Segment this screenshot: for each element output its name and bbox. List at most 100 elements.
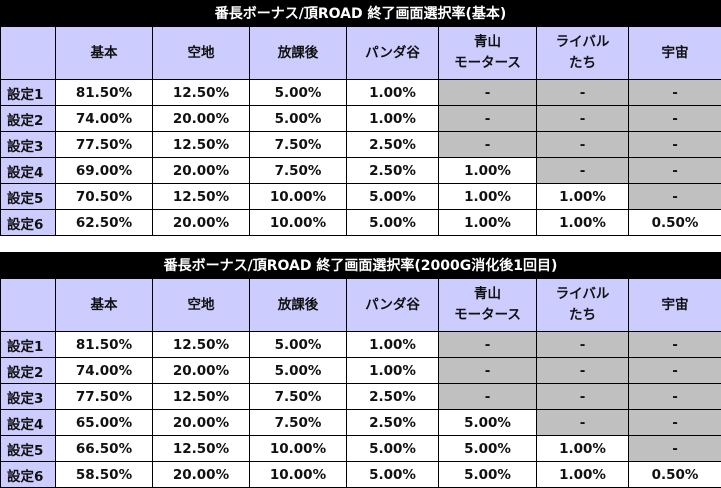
table-cell: 66.50%: [56, 436, 153, 462]
table-cell: 5.00%: [439, 436, 537, 462]
table-cell: 12.50%: [153, 384, 250, 410]
column-header: 基本: [56, 279, 153, 332]
row-header: 設定1: [1, 80, 56, 106]
table-cell: -: [629, 132, 721, 158]
table-cell: 7.50%: [250, 410, 347, 436]
table-cell: 5.00%: [347, 210, 439, 236]
table-cell: 12.50%: [153, 132, 250, 158]
corner-cell: [1, 27, 56, 80]
table-cell: 81.50%: [56, 332, 153, 358]
table-cell: 62.50%: [56, 210, 153, 236]
table-cell: 2.50%: [347, 158, 439, 184]
table-cell: -: [629, 106, 721, 132]
table-cell: 1.00%: [537, 462, 629, 488]
table-cell: 5.00%: [250, 332, 347, 358]
table-cell: 5.00%: [439, 410, 537, 436]
table-row: 設定6 58.50% 20.00% 10.00% 5.00% 5.00% 1.0…: [1, 462, 721, 488]
row-header: 設定6: [1, 210, 56, 236]
table-cell: -: [537, 132, 629, 158]
column-header: 放課後: [250, 27, 347, 80]
table-cell: -: [537, 106, 629, 132]
table-row: 設定5 70.50% 12.50% 10.00% 5.00% 1.00% 1.0…: [1, 184, 721, 210]
table-cell: -: [629, 384, 721, 410]
table-cell: 7.50%: [250, 158, 347, 184]
table-cell: -: [629, 358, 721, 384]
rate-table: 基本 空地 放課後 パンダ谷 青山 モータース ライバル たち 宇宙 設定1 8…: [0, 278, 721, 488]
table-cell: -: [439, 80, 537, 106]
table-cell: 77.50%: [56, 384, 153, 410]
table-cell: 1.00%: [347, 358, 439, 384]
table-cell: -: [439, 358, 537, 384]
table-cell: 1.00%: [439, 210, 537, 236]
column-header: 放課後: [250, 279, 347, 332]
table-cell: 7.50%: [250, 384, 347, 410]
selection-rate-table-2000g: 番長ボーナス/頂ROAD 終了画面選択率(2000G消化後1回目) 基本 空地 …: [0, 252, 721, 488]
row-header: 設定2: [1, 106, 56, 132]
table-row: 設定1 81.50% 12.50% 5.00% 1.00% - - -: [1, 80, 721, 106]
column-header: ライバル たち: [537, 27, 629, 80]
table-row: 設定2 74.00% 20.00% 5.00% 1.00% - - -: [1, 358, 721, 384]
table-cell: -: [537, 384, 629, 410]
table-cell: 1.00%: [537, 210, 629, 236]
row-header: 設定4: [1, 410, 56, 436]
table-cell: 0.50%: [629, 210, 721, 236]
table-cell: 12.50%: [153, 436, 250, 462]
table-cell: -: [629, 184, 721, 210]
table-cell: -: [537, 332, 629, 358]
column-header: 基本: [56, 27, 153, 80]
table-cell: -: [629, 158, 721, 184]
row-header: 設定5: [1, 184, 56, 210]
table-cell: -: [537, 158, 629, 184]
table-cell: 1.00%: [537, 184, 629, 210]
table-cell: 5.00%: [250, 80, 347, 106]
table-cell: 12.50%: [153, 80, 250, 106]
table-cell: -: [537, 358, 629, 384]
table-cell: -: [629, 436, 721, 462]
table-cell: 20.00%: [153, 158, 250, 184]
rate-table: 基本 空地 放課後 パンダ谷 青山 モータース ライバル たち 宇宙 設定1 8…: [0, 26, 721, 236]
table-cell: -: [439, 384, 537, 410]
table-row: 設定5 66.50% 12.50% 10.00% 5.00% 5.00% 1.0…: [1, 436, 721, 462]
table-cell: -: [629, 332, 721, 358]
table-cell: -: [439, 332, 537, 358]
table-cell: 12.50%: [153, 184, 250, 210]
table-title: 番長ボーナス/頂ROAD 終了画面選択率(2000G消化後1回目): [0, 252, 721, 278]
row-header: 設定1: [1, 332, 56, 358]
table-cell: -: [629, 410, 721, 436]
table-cell: 5.00%: [347, 462, 439, 488]
table-cell: 2.50%: [347, 384, 439, 410]
table-cell: 10.00%: [250, 184, 347, 210]
column-header: 空地: [153, 279, 250, 332]
table-cell: 77.50%: [56, 132, 153, 158]
column-header: ライバル たち: [537, 279, 629, 332]
table-cell: 20.00%: [153, 358, 250, 384]
table-cell: 5.00%: [439, 462, 537, 488]
table-cell: 5.00%: [250, 358, 347, 384]
table-cell: 5.00%: [347, 184, 439, 210]
table-cell: 20.00%: [153, 462, 250, 488]
table-cell: 20.00%: [153, 210, 250, 236]
table-row: 設定4 65.00% 20.00% 7.50% 2.50% 5.00% - -: [1, 410, 721, 436]
table-row: 設定4 69.00% 20.00% 7.50% 2.50% 1.00% - -: [1, 158, 721, 184]
table-cell: 1.00%: [347, 106, 439, 132]
table-cell: 58.50%: [56, 462, 153, 488]
table-cell: -: [537, 80, 629, 106]
table-row: 設定1 81.50% 12.50% 5.00% 1.00% - - -: [1, 332, 721, 358]
column-header: 青山 モータース: [439, 27, 537, 80]
table-cell: -: [629, 80, 721, 106]
table-cell: -: [439, 132, 537, 158]
table-cell: 1.00%: [347, 80, 439, 106]
table-cell: 1.00%: [439, 184, 537, 210]
table-row: 設定3 77.50% 12.50% 7.50% 2.50% - - -: [1, 132, 721, 158]
table-cell: 5.00%: [347, 436, 439, 462]
selection-rate-table-basic: 番長ボーナス/頂ROAD 終了画面選択率(基本) 基本 空地 放課後 パンダ谷 …: [0, 0, 721, 236]
table-cell: 69.00%: [56, 158, 153, 184]
header-row: 基本 空地 放課後 パンダ谷 青山 モータース ライバル たち 宇宙: [1, 279, 721, 332]
table-cell: 7.50%: [250, 132, 347, 158]
table-cell: 5.00%: [250, 106, 347, 132]
table-cell: 81.50%: [56, 80, 153, 106]
table-cell: 1.00%: [439, 158, 537, 184]
table-cell: 20.00%: [153, 410, 250, 436]
table-cell: -: [537, 410, 629, 436]
table-cell: 74.00%: [56, 358, 153, 384]
